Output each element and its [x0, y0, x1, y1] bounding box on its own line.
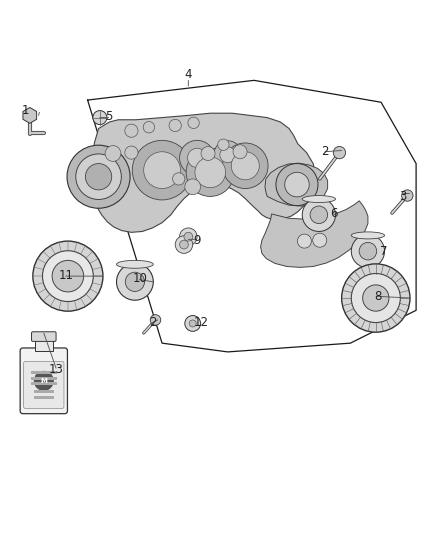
Text: 4: 4 — [184, 68, 192, 81]
Circle shape — [186, 148, 234, 197]
Text: M: M — [40, 378, 47, 384]
Circle shape — [76, 154, 121, 199]
Polygon shape — [23, 108, 37, 123]
Circle shape — [276, 164, 318, 206]
Circle shape — [310, 206, 328, 223]
Circle shape — [402, 190, 413, 201]
Circle shape — [125, 146, 138, 159]
Bar — [34, 396, 53, 399]
Circle shape — [125, 272, 145, 292]
Circle shape — [195, 157, 226, 188]
Text: 10: 10 — [133, 272, 148, 285]
Text: 3: 3 — [399, 190, 406, 203]
Polygon shape — [265, 163, 328, 206]
Ellipse shape — [117, 260, 153, 268]
FancyBboxPatch shape — [24, 361, 64, 408]
Bar — [34, 390, 53, 393]
Circle shape — [144, 152, 180, 189]
Circle shape — [363, 285, 389, 311]
Circle shape — [351, 235, 385, 268]
Circle shape — [143, 122, 155, 133]
Circle shape — [285, 172, 309, 197]
Circle shape — [185, 316, 201, 332]
Circle shape — [302, 198, 336, 231]
Circle shape — [169, 119, 181, 132]
Circle shape — [189, 320, 196, 327]
Circle shape — [297, 234, 311, 248]
Circle shape — [218, 139, 229, 150]
Circle shape — [105, 146, 121, 161]
Circle shape — [188, 117, 199, 128]
Circle shape — [223, 143, 268, 189]
Ellipse shape — [302, 196, 336, 203]
Circle shape — [93, 110, 107, 125]
Circle shape — [175, 236, 193, 253]
Circle shape — [67, 145, 130, 208]
Circle shape — [150, 314, 161, 325]
Circle shape — [180, 228, 197, 246]
Circle shape — [313, 233, 327, 247]
Circle shape — [333, 147, 346, 159]
Circle shape — [42, 251, 93, 302]
Circle shape — [52, 260, 84, 292]
Text: 11: 11 — [58, 269, 73, 282]
Circle shape — [233, 145, 247, 159]
Bar — [31, 371, 57, 374]
Circle shape — [231, 152, 259, 180]
Circle shape — [85, 164, 112, 190]
Text: 7: 7 — [380, 245, 388, 257]
Bar — [31, 377, 57, 379]
Text: 13: 13 — [49, 363, 64, 376]
Text: 1: 1 — [21, 103, 29, 117]
Circle shape — [173, 173, 185, 185]
FancyBboxPatch shape — [32, 332, 56, 342]
Circle shape — [184, 232, 193, 241]
Circle shape — [220, 147, 236, 163]
Text: 8: 8 — [374, 290, 381, 303]
Circle shape — [359, 243, 377, 260]
Circle shape — [351, 273, 400, 322]
Text: 5: 5 — [105, 110, 112, 123]
Text: 9: 9 — [193, 233, 201, 247]
Bar — [35, 340, 53, 351]
Circle shape — [201, 147, 215, 160]
Polygon shape — [91, 113, 315, 232]
Text: 2: 2 — [321, 146, 329, 158]
Circle shape — [180, 140, 215, 175]
Ellipse shape — [351, 232, 385, 239]
Circle shape — [180, 240, 188, 249]
Circle shape — [187, 148, 207, 167]
Text: 12: 12 — [194, 316, 209, 329]
FancyBboxPatch shape — [20, 348, 67, 414]
Circle shape — [132, 140, 192, 200]
Bar — [31, 382, 57, 385]
Circle shape — [34, 371, 53, 391]
Text: 2: 2 — [148, 316, 156, 329]
Circle shape — [342, 264, 410, 332]
Text: 6: 6 — [330, 207, 338, 221]
Polygon shape — [261, 201, 368, 268]
Circle shape — [185, 179, 201, 195]
Circle shape — [117, 263, 153, 300]
Circle shape — [125, 124, 138, 138]
Circle shape — [214, 141, 242, 169]
Circle shape — [33, 241, 103, 311]
